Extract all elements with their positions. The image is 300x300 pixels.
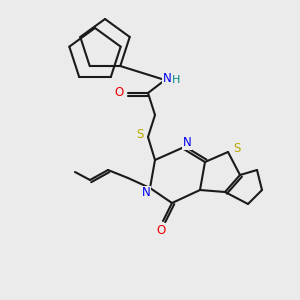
Text: S: S — [136, 128, 144, 142]
Text: N: N — [142, 187, 150, 200]
Text: H: H — [172, 75, 180, 85]
Text: S: S — [233, 142, 241, 154]
Text: N: N — [183, 136, 191, 149]
Text: O: O — [156, 224, 166, 236]
Text: N: N — [163, 71, 171, 85]
Text: O: O — [114, 86, 124, 100]
